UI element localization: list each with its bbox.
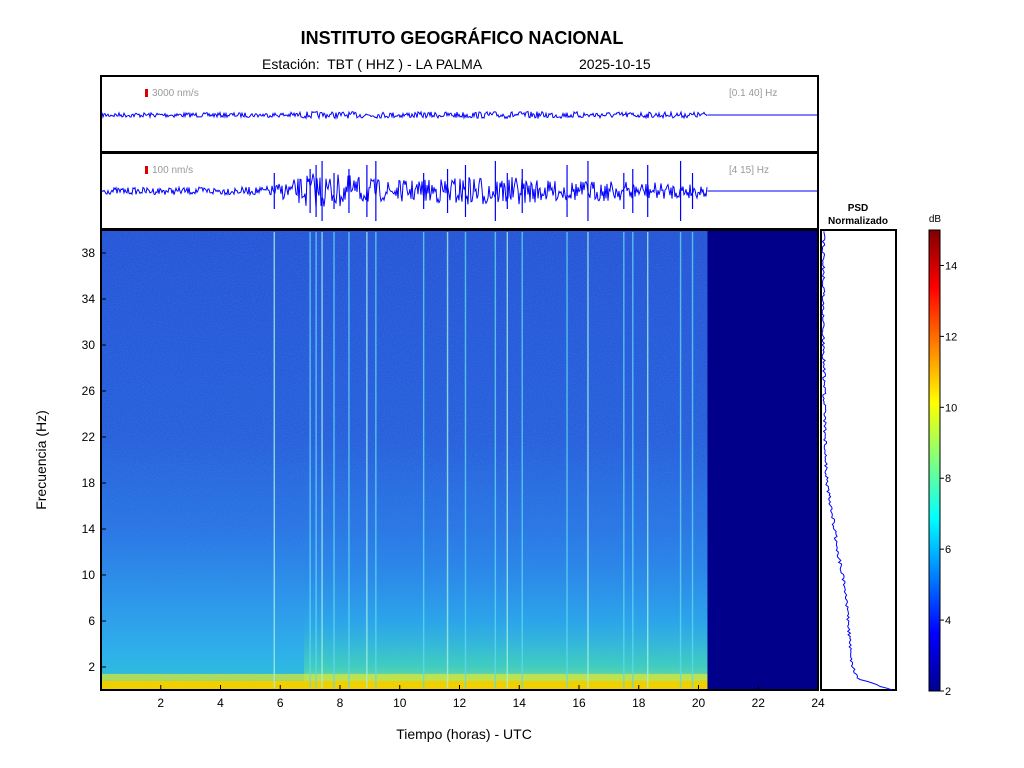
waveform-filtered-panel: 100 nm/s [4 15] Hz xyxy=(100,152,819,230)
colorbar-unit: dB xyxy=(929,214,942,225)
x-tick-label-1: 4 xyxy=(217,696,224,710)
y-tick-label-9: 38 xyxy=(82,246,96,260)
spectrogram-event-lines xyxy=(273,232,694,688)
y-tick-label-1: 6 xyxy=(88,614,95,628)
band-label-broadband: [0.1 40] Hz xyxy=(729,88,777,99)
y-tick-label-8: 34 xyxy=(82,292,96,306)
x-tick-label-4: 10 xyxy=(393,696,407,710)
date-label: 2025-10-15 xyxy=(579,56,651,72)
waveform-broadband-panel: 3000 nm/s [0.1 40] Hz xyxy=(100,75,819,153)
trace-filtered xyxy=(101,173,708,209)
y-tick-label-2: 10 xyxy=(82,568,96,582)
colorbar-tick-label-3: 8 xyxy=(945,473,951,485)
x-tick-label-11: 24 xyxy=(811,696,825,710)
scale-label-filtered: 100 nm/s xyxy=(152,165,193,176)
colorbar-scale xyxy=(928,229,941,692)
colorbar-tick-label-6: 14 xyxy=(945,260,957,272)
x-tick-label-0: 2 xyxy=(157,696,164,710)
spectrogram-lowfreq-band-upper xyxy=(101,673,708,681)
y-tick-label-6: 26 xyxy=(82,384,96,398)
colorbar-tick-label-0: 2 xyxy=(945,686,951,698)
spectrogram-lowfreq-band xyxy=(101,680,708,690)
x-tick-label-7: 16 xyxy=(572,696,586,710)
x-axis-label: Tiempo (horas) - UTC xyxy=(396,726,532,742)
y-tick-label-4: 18 xyxy=(82,476,96,490)
colorbar: dB 2 4 6 8 10 12 14 xyxy=(928,214,957,698)
x-tick-label-3: 8 xyxy=(337,696,344,710)
y-tick-label-5: 22 xyxy=(82,430,96,444)
spectrogram-nodata xyxy=(707,230,818,690)
x-tick-label-8: 18 xyxy=(632,696,646,710)
psd-title-line2: Normalizado xyxy=(828,216,888,227)
colorbar-tick-label-2: 6 xyxy=(945,544,951,556)
y-tick-label-3: 14 xyxy=(82,522,96,536)
spectrogram-panel: 2 4 6 8 10 12 14 16 18 20 22 24 261014182226303438 … xyxy=(33,229,825,742)
spectrogram-active-band xyxy=(304,460,708,690)
trace-filtered-spikes xyxy=(273,161,694,221)
scale-label-broadband: 3000 nm/s xyxy=(152,88,199,99)
x-axis-ticks: 2 4 6 8 10 12 14 16 18 20 22 24 xyxy=(157,685,825,710)
scale-bar-broadband xyxy=(145,89,148,97)
station-label: Estación: TBT ( HHZ ) - LA PALMA xyxy=(262,56,483,72)
colorbar-tick-label-5: 12 xyxy=(945,331,957,343)
y-axis-label: Frecuencia (Hz) xyxy=(33,410,49,510)
psd-curve xyxy=(821,231,893,691)
y-tick-label-7: 30 xyxy=(82,338,96,352)
x-tick-label-2: 6 xyxy=(277,696,284,710)
psd-frame xyxy=(820,229,897,691)
psd-title-line1: PSD xyxy=(848,203,869,214)
psd-panel: PSD Normalizado xyxy=(820,203,897,691)
x-tick-label-6: 14 xyxy=(513,696,527,710)
x-tick-label-5: 12 xyxy=(453,696,467,710)
x-tick-label-10: 22 xyxy=(752,696,766,710)
y-tick-label-0: 2 xyxy=(88,660,95,674)
trace-broadband xyxy=(101,110,708,120)
colorbar-tick-label-4: 10 xyxy=(945,402,957,414)
x-tick-label-9: 20 xyxy=(692,696,706,710)
colorbar-ticks: 2 4 6 8 10 12 14 xyxy=(940,260,957,698)
colorbar-tick-label-1: 4 xyxy=(945,615,951,627)
scale-bar-filtered xyxy=(145,166,148,174)
page-title: INSTITUTO GEOGRÁFICO NACIONAL xyxy=(300,28,624,48)
band-label-filtered: [4 15] Hz xyxy=(729,165,769,176)
